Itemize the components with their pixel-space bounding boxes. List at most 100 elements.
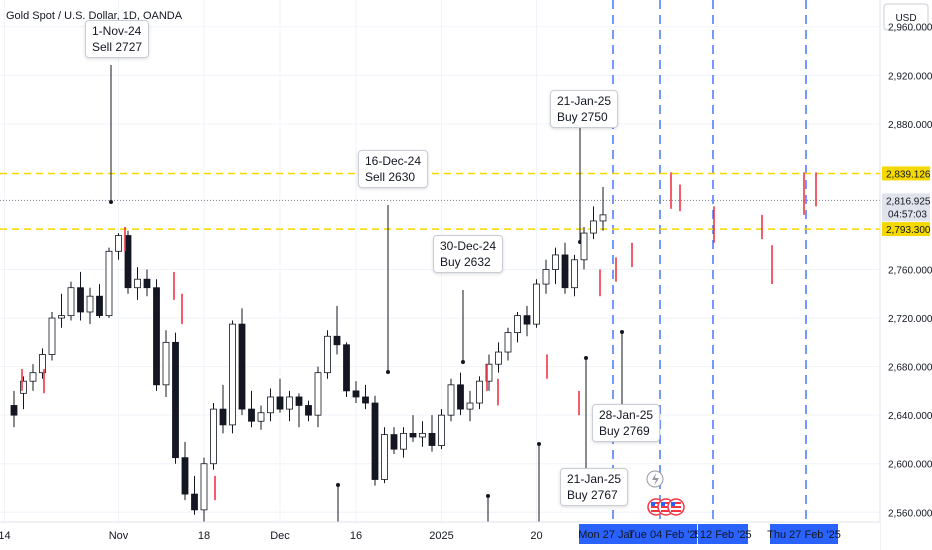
x-tick-label: 18 xyxy=(198,530,210,542)
candle-body xyxy=(77,287,84,313)
time-marker-pill-label: Thu 27 Feb '25 xyxy=(767,529,841,541)
callout-action: Buy 2632 xyxy=(440,255,491,269)
candle-body xyxy=(257,412,265,422)
candle-body xyxy=(20,380,27,394)
price-pill-label: 2,816.925 xyxy=(886,196,931,207)
callout-action: Buy 2767 xyxy=(567,488,618,502)
us-flag-stripe xyxy=(671,510,681,512)
candle-body xyxy=(105,250,113,317)
y-tick-label: 2,920.000 xyxy=(888,71,932,82)
us-flag-canton xyxy=(661,502,665,506)
candle-body xyxy=(305,405,312,416)
candle-body xyxy=(67,287,75,317)
candle-body xyxy=(39,354,46,374)
candle-body xyxy=(333,335,341,346)
callout-buy-jan21-bottom[interactable]: 21-Jan-25 Buy 2767 xyxy=(560,468,629,506)
candle-body xyxy=(371,402,379,480)
x-tick-label: 16 xyxy=(350,530,362,542)
signal-dot xyxy=(486,494,490,498)
us-flag-canton xyxy=(671,502,675,506)
event-icons[interactable] xyxy=(646,470,685,516)
candle-body xyxy=(172,341,179,459)
candle-body xyxy=(523,315,531,325)
chart-title: Gold Spot / U.S. Dollar, 1D, OANDA xyxy=(6,10,183,22)
callout-buy-jan28[interactable]: 28-Jan-25 Buy 2769 xyxy=(592,404,661,442)
currency-button[interactable]: USD xyxy=(883,3,929,31)
candle-body xyxy=(238,323,246,410)
candle-body xyxy=(48,317,56,355)
candle-body xyxy=(267,396,274,414)
candle-body xyxy=(580,232,588,261)
candle-body xyxy=(485,363,493,382)
x-tick-label: Dec xyxy=(270,530,290,542)
callout-anchor-dot xyxy=(109,200,113,204)
candle-body xyxy=(181,457,189,495)
time-marker-pill-bg xyxy=(698,524,748,544)
callout-anchor-dot xyxy=(461,360,465,364)
y-tick-label: 2,760.000 xyxy=(888,265,932,276)
candle-body xyxy=(248,408,255,422)
y-tick-label: 2,600.000 xyxy=(888,460,932,471)
time-marker-pill[interactable]: Mon 27 Jan xyxy=(578,524,636,544)
candle-body xyxy=(219,408,227,426)
time-marker-pill-label: l 12 Feb '25 xyxy=(694,529,751,541)
candle-body xyxy=(10,405,18,416)
candle-body xyxy=(153,287,160,386)
callout-date: 28-Jan-25 xyxy=(599,408,654,422)
us-flag-stripe xyxy=(651,506,661,508)
candle-body xyxy=(428,432,436,446)
time-marker-pill-label: Mon 27 Jan xyxy=(578,529,635,541)
candle-body xyxy=(571,259,578,289)
candle-body xyxy=(599,214,607,222)
callout-date: 16-Dec-24 xyxy=(365,154,422,168)
callout-sell-nov[interactable]: 1-Nov-24 Sell 2727 xyxy=(85,20,150,58)
callout-sell-dec[interactable]: 16-Dec-24 Sell 2630 xyxy=(358,150,429,188)
price-pill-bg xyxy=(882,166,930,181)
callout-anchor-dot xyxy=(386,370,390,374)
callout-buy-jan21-top[interactable]: 21-Jan-25 Buy 2750 xyxy=(550,90,619,128)
candle-body xyxy=(495,351,502,365)
time-marker-pill[interactable]: Tue 04 Feb '25 xyxy=(628,524,702,544)
candle-body xyxy=(115,235,122,252)
candle-body xyxy=(191,493,198,511)
signal-dot xyxy=(336,483,340,487)
candle-body xyxy=(96,295,103,317)
candle-body xyxy=(419,432,426,438)
candle-body xyxy=(295,396,303,406)
candle-body xyxy=(533,283,540,325)
x-tick-label: 14 xyxy=(0,530,11,542)
candle-body xyxy=(210,408,217,465)
candle-body xyxy=(409,432,417,438)
time-marker-pill[interactable]: l 12 Feb '25 xyxy=(694,524,752,544)
callout-action: Sell 2630 xyxy=(365,170,416,184)
us-flag-canton xyxy=(651,502,655,506)
price-pill-label: 2,839.126 xyxy=(886,169,931,180)
us-flag-stripe xyxy=(671,502,681,504)
candle-body xyxy=(86,295,94,313)
candle-body xyxy=(400,432,407,450)
price-pill-bg xyxy=(882,193,930,222)
y-tick-label: 2,560.000 xyxy=(888,508,932,519)
candle-body xyxy=(438,414,445,446)
callout-date: 1-Nov-24 xyxy=(92,24,142,38)
us-flag-stripe xyxy=(661,506,671,508)
candle-body xyxy=(143,278,151,289)
candle-body xyxy=(134,278,141,289)
callout-buy-dec30[interactable]: 30-Dec-24 Buy 2632 xyxy=(433,235,504,273)
candle-body xyxy=(29,372,37,382)
time-marker-pill-bg xyxy=(770,524,838,544)
candle-body xyxy=(381,434,388,480)
price-pill-timer: 04:57:03 xyxy=(888,209,927,220)
candle-body xyxy=(124,235,132,289)
y-tick-label: 2,720.000 xyxy=(888,314,932,325)
candle-body xyxy=(352,390,360,398)
candle-body xyxy=(542,269,550,285)
candle-body xyxy=(362,396,369,404)
time-marker-pill[interactable]: Thu 27 Feb '25 xyxy=(767,524,841,544)
y-tick-label: 2,960.000 xyxy=(888,23,932,34)
candle-body xyxy=(457,384,464,410)
candle-body xyxy=(162,341,170,386)
candle-body xyxy=(324,335,331,374)
